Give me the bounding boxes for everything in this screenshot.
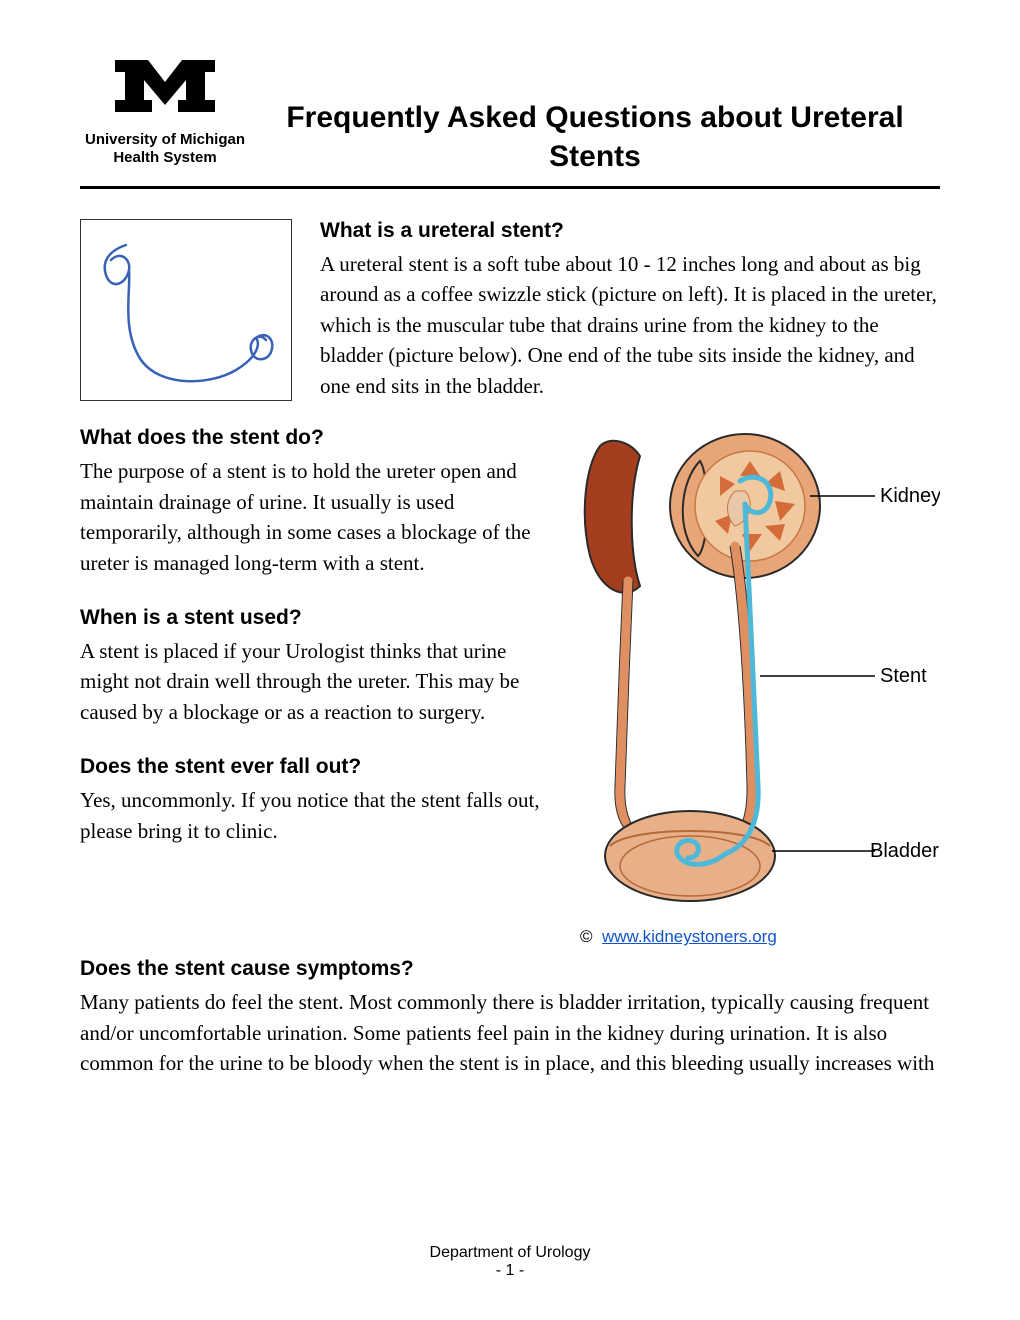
section-q1: What is a ureteral stent? A ureteral ste… <box>80 219 940 401</box>
q3-question: When is a stent used? <box>80 606 555 630</box>
copyright-icon: © <box>580 927 593 946</box>
q3-answer: A stent is placed if your Urologist thin… <box>80 636 555 727</box>
diagram-credit: © www.kidneystoners.org <box>580 927 940 947</box>
header-rule <box>80 186 940 189</box>
q4-question: Does the stent ever fall out? <box>80 755 555 779</box>
q4-block: Does the stent ever fall out? Yes, uncom… <box>80 755 555 846</box>
logo-text-line2: Health System <box>80 149 250 167</box>
label-bladder: Bladder <box>870 840 939 862</box>
left-column: What does the stent do? The purpose of a… <box>80 426 555 947</box>
footer-page: - 1 - <box>0 1262 1020 1280</box>
q1-question: What is a ureteral stent? <box>320 219 940 243</box>
q5-answer: Many patients do feel the stent. Most co… <box>80 987 940 1078</box>
footer: Department of Urology - 1 - <box>0 1244 1020 1280</box>
logo-m-icon <box>110 50 220 120</box>
label-stent: Stent <box>880 665 927 687</box>
header: University of Michigan Health System Fre… <box>80 50 940 176</box>
page: University of Michigan Health System Fre… <box>0 0 1020 1320</box>
q3-block: When is a stent used? A stent is placed … <box>80 606 555 727</box>
q1-answer: A ureteral stent is a soft tube about 10… <box>320 249 940 401</box>
q2-question: What does the stent do? <box>80 426 555 450</box>
title-block: Frequently Asked Questions about Uretera… <box>250 50 940 176</box>
page-title: Frequently Asked Questions about Uretera… <box>250 98 940 176</box>
q1-block: What is a ureteral stent? A ureteral ste… <box>320 219 940 401</box>
logo-block: University of Michigan Health System <box>80 50 250 167</box>
q5-block: Does the stent cause symptoms? Many pati… <box>80 957 940 1078</box>
anatomy-diagram: Kidney Stent Bladder © www.kidneystoners… <box>580 426 940 947</box>
stent-tube-image <box>80 219 292 401</box>
q2-block: What does the stent do? The purpose of a… <box>80 426 555 578</box>
q2-answer: The purpose of a stent is to hold the ur… <box>80 456 555 578</box>
q5-question: Does the stent cause symptoms? <box>80 957 940 981</box>
footer-dept: Department of Urology <box>0 1244 1020 1262</box>
credit-link[interactable]: www.kidneystoners.org <box>602 927 777 946</box>
logo-text-line1: University of Michigan <box>80 131 250 149</box>
q4-answer: Yes, uncommonly. If you notice that the … <box>80 785 555 846</box>
label-kidney: Kidney <box>880 485 940 507</box>
mid-columns: What does the stent do? The purpose of a… <box>80 426 940 947</box>
